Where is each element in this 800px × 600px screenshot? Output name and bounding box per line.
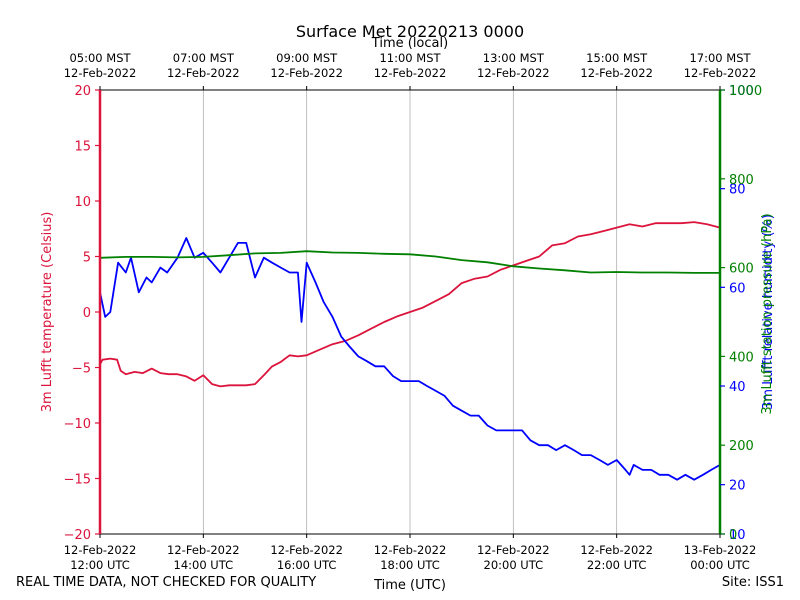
top-tick-date: 12-Feb-2022 xyxy=(374,66,447,80)
series-line-1 xyxy=(99,237,721,481)
top-tick-time: 05:00 MST xyxy=(69,51,131,65)
bottom-tick-date: 12-Feb-2022 xyxy=(270,543,343,557)
top-axis-label: Time (local) xyxy=(371,36,448,51)
left-tick-label: −10 xyxy=(64,417,91,432)
right-axis-label-pressure: 3m Lufft station pressure (hPa) xyxy=(760,213,775,414)
series-group xyxy=(99,221,721,481)
bottom-tick-date: 12-Feb-2022 xyxy=(374,543,447,557)
bottom-tick-date: 13-Feb-2022 xyxy=(684,543,757,557)
right-tick-label: 200 xyxy=(729,439,754,454)
top-tick-time: 11:00 MST xyxy=(379,51,441,65)
top-tick-time: 09:00 MST xyxy=(276,51,338,65)
left-tick-label: 20 xyxy=(74,84,91,99)
left-tick-label: −20 xyxy=(64,528,91,543)
series-line-2 xyxy=(99,250,720,274)
bottom-tick-time: 18:00 UTC xyxy=(380,558,440,572)
left-axis-ticks: −20 −15 −10 −5 0 5 10 15 20 xyxy=(64,84,100,543)
left-tick-label: 0 xyxy=(83,306,91,321)
right-tick-label: 40 xyxy=(729,380,746,395)
bottom-tick-time: 20:00 UTC xyxy=(484,558,544,572)
right-tick-label: 80 xyxy=(729,183,746,198)
top-tick-date: 12-Feb-2022 xyxy=(270,66,343,80)
top-tick-date: 12-Feb-2022 xyxy=(64,66,137,80)
bottom-tick-time: 22:00 UTC xyxy=(587,558,647,572)
top-tick-date: 12-Feb-2022 xyxy=(477,66,550,80)
right-tick-label: 20 xyxy=(729,479,746,494)
left-axis-label: 3m Lufft temperature (Celsius) xyxy=(40,212,55,413)
bottom-tick-time: 12:00 UTC xyxy=(70,558,130,572)
left-tick-label: 10 xyxy=(74,195,91,210)
right-tick-label: 1000 xyxy=(729,84,762,99)
top-tick-time: 17:00 MST xyxy=(689,51,751,65)
left-tick-label: −15 xyxy=(64,473,91,488)
chart-title: Surface Met 20220213 0000 xyxy=(296,22,524,41)
bottom-axis-label: Time (UTC) xyxy=(373,578,446,593)
site-label: Site: ISS1 xyxy=(721,575,784,590)
top-tick-date: 12-Feb-2022 xyxy=(684,66,757,80)
left-tick-label: 15 xyxy=(74,140,91,155)
top-tick-time: 13:00 MST xyxy=(483,51,545,65)
right-tick-label: 60 xyxy=(729,281,746,296)
top-tick-time: 07:00 MST xyxy=(173,51,235,65)
quality-note: REAL TIME DATA, NOT CHECKED FOR QUALITY xyxy=(16,575,317,590)
left-tick-label: 5 xyxy=(83,251,91,266)
bottom-tick-time: 00:00 UTC xyxy=(690,558,750,572)
bottom-tick-time: 14:00 UTC xyxy=(174,558,234,572)
bottom-tick-date: 12-Feb-2022 xyxy=(580,543,653,557)
right-tick-label: 100 xyxy=(729,84,754,99)
bottom-tick-date: 12-Feb-2022 xyxy=(167,543,240,557)
bottom-tick-date: 12-Feb-2022 xyxy=(477,543,550,557)
bottom-tick-date: 12-Feb-2022 xyxy=(64,543,137,557)
left-tick-label: −5 xyxy=(72,362,91,377)
right-tick-label: 400 xyxy=(729,350,754,365)
right-tick-label: 600 xyxy=(729,262,754,277)
right-tick-label: 10 xyxy=(729,528,746,543)
right-tick-label: 0 xyxy=(729,528,737,543)
right-axis-label-humidity: 3m Lufft relative humidity (%) xyxy=(761,214,776,410)
bottom-tick-time: 16:00 UTC xyxy=(277,558,337,572)
top-tick-date: 12-Feb-2022 xyxy=(580,66,653,80)
top-tick-date: 12-Feb-2022 xyxy=(167,66,240,80)
right-tick-label: 800 xyxy=(729,173,754,188)
top-tick-time: 15:00 MST xyxy=(586,51,648,65)
